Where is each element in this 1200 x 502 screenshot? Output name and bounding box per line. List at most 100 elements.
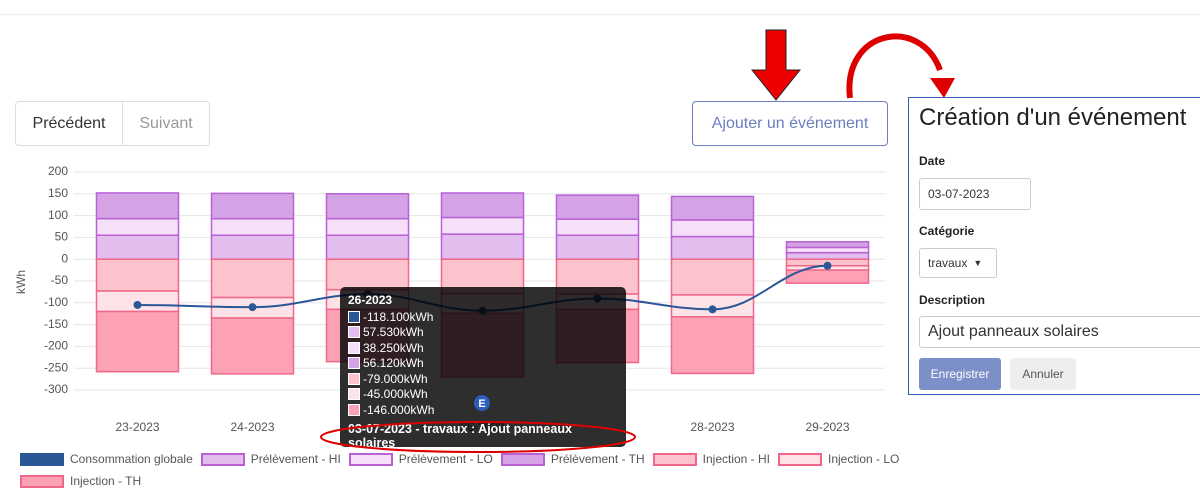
tooltip-item: -45.000kWh xyxy=(348,387,618,403)
form-title: Création d'un événement xyxy=(919,104,1187,131)
tooltip-item: -146.000kWh xyxy=(348,402,618,418)
x-tick-label: 24-2023 xyxy=(230,420,274,434)
bar-segment xyxy=(785,241,870,249)
tooltip-item: 56.120kWh xyxy=(348,356,618,372)
tooltip-swatch xyxy=(348,310,360,323)
tooltip-item: -79.000kWh xyxy=(348,371,618,387)
line-point xyxy=(133,300,142,309)
event-form: Création d'un événement Date 03-07-2023 … xyxy=(908,97,1200,395)
y-axis-label: kWh xyxy=(14,270,28,294)
bar-segment xyxy=(555,218,640,236)
tooltip-value: 56.120kWh xyxy=(363,356,424,371)
category-label: Catégorie xyxy=(919,224,975,238)
legend-item: Prélèvement - TH xyxy=(500,452,645,466)
divider xyxy=(0,14,1200,15)
bar-segment xyxy=(210,317,295,375)
x-tick-label: 29-2023 xyxy=(805,420,849,434)
bar-segment xyxy=(440,233,525,260)
tooltip-items: -118.100kWh 57.530kWh 38.250kWh 56.120kWh -7… xyxy=(348,309,618,418)
legend-item: Prélèvement - LO xyxy=(348,452,493,466)
bar-segment xyxy=(95,234,180,260)
legend-label: Injection - HI xyxy=(702,452,770,466)
bar-segment xyxy=(210,192,295,220)
tooltip-swatch xyxy=(348,357,360,370)
tooltip-swatch xyxy=(348,372,360,385)
bar-segment xyxy=(670,219,755,238)
bar-segment xyxy=(325,234,410,260)
y-tick-label: 100 xyxy=(48,208,68,222)
y-tick-label: -150 xyxy=(44,317,68,331)
line-point xyxy=(708,305,717,314)
description-input[interactable]: Ajout panneaux solaires xyxy=(919,316,1200,348)
select-caret: ▼ xyxy=(973,258,983,268)
bar-segment xyxy=(95,192,180,220)
next-button[interactable]: Suivant xyxy=(122,101,210,146)
legend-label: Injection - LO xyxy=(828,452,900,466)
tooltip-swatch xyxy=(348,341,360,354)
legend-item: Injection - LO xyxy=(778,452,899,466)
bar-segment xyxy=(210,258,295,299)
tooltip-item: 38.250kWh xyxy=(348,340,618,356)
bar-segment xyxy=(325,193,410,220)
bar-segment xyxy=(670,195,755,221)
x-tick-label: 23-2023 xyxy=(115,420,159,434)
tooltip-value: -45.000kWh xyxy=(363,387,428,402)
y-tick-label: 50 xyxy=(55,230,69,244)
y-tick-label: 0 xyxy=(61,251,68,265)
y-tick-label: 150 xyxy=(48,186,68,200)
tooltip-swatch xyxy=(348,403,360,416)
tooltip-value: -118.100kWh xyxy=(363,309,434,324)
y-tick-label: -100 xyxy=(44,295,68,309)
bar-segment xyxy=(555,234,640,260)
bar-segment xyxy=(670,258,755,296)
legend: Consommation globale Prélèvement - HI Prél… xyxy=(20,452,920,488)
bar-segment xyxy=(325,217,410,236)
tooltip: 26-2023 -118.100kWh 57.530kWh 38.250kWh 56.… xyxy=(340,287,626,450)
legend-label: Prélèvement - LO xyxy=(398,452,493,466)
bar-segment xyxy=(95,217,180,236)
bar-segment xyxy=(440,192,525,219)
date-input[interactable]: 03-07-2023 xyxy=(919,178,1031,210)
tooltip-value: -79.000kWh xyxy=(363,371,428,386)
cancel-button[interactable]: Annuler xyxy=(1010,358,1076,390)
bar-segment xyxy=(670,316,755,375)
y-tick-label: -300 xyxy=(44,382,68,396)
tooltip-swatch xyxy=(348,388,360,401)
tooltip-title: 26-2023 xyxy=(348,293,393,307)
legend-label: Prélèvement - TH xyxy=(550,452,645,466)
legend-swatch xyxy=(500,452,545,466)
legend-swatch xyxy=(200,452,245,466)
legend-item: Prélèvement - HI xyxy=(200,452,341,466)
tooltip-value: 57.530kWh xyxy=(363,325,424,340)
bar-segment xyxy=(95,310,180,373)
legend-label: Injection - TH xyxy=(70,474,142,488)
y-tick-label: -250 xyxy=(44,360,68,374)
y-tick-label: -200 xyxy=(44,339,68,353)
bar-segment xyxy=(210,217,295,236)
save-button[interactable]: Enregistrer xyxy=(919,358,1001,390)
bar-segment xyxy=(440,216,525,235)
legend-item: Consommation globale xyxy=(20,452,193,466)
legend-item: Injection - HI xyxy=(652,452,770,466)
description-label: Description xyxy=(919,293,986,307)
legend-swatch xyxy=(20,474,64,488)
bar-segment xyxy=(325,258,410,291)
tooltip-value: 38.250kWh xyxy=(363,340,424,355)
bar-segment xyxy=(785,251,870,260)
legend-swatch xyxy=(348,452,393,466)
tooltip-value: -146.000kWh xyxy=(363,402,435,417)
tooltip-swatch xyxy=(348,326,360,339)
y-tick-label: 200 xyxy=(48,164,68,178)
tooltip-item: 57.530kWh xyxy=(348,325,618,341)
bar-segment xyxy=(670,235,755,260)
legend-swatch xyxy=(20,452,64,466)
category-select[interactable]: travaux ▼ xyxy=(919,248,997,278)
bar-segment xyxy=(95,258,180,292)
add-event-button[interactable]: Ajouter un événement xyxy=(692,101,888,146)
bar-segment xyxy=(555,194,640,220)
y-tick-label: -50 xyxy=(51,273,69,287)
legend-label: Prélèvement - HI xyxy=(250,452,341,466)
bar-segment xyxy=(210,234,295,260)
category-value: travaux xyxy=(928,256,968,270)
